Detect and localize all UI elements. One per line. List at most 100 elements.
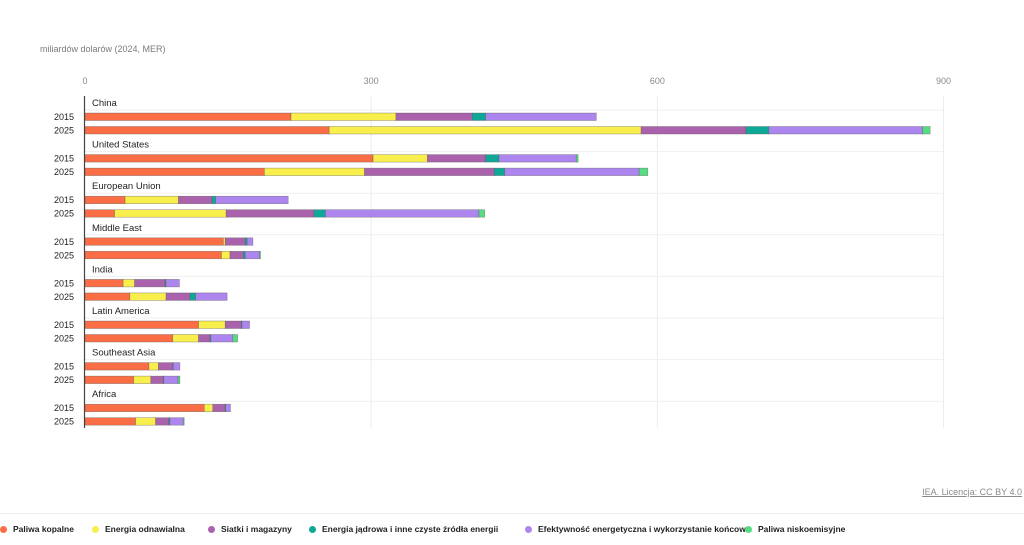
bar-segment[interactable] [124, 195, 179, 204]
year-label: 2025 [54, 209, 74, 219]
bar-segment[interactable] [224, 237, 246, 246]
bar-segment[interactable] [195, 292, 228, 301]
bar-segment[interactable] [259, 251, 261, 260]
bar-segment[interactable] [203, 403, 214, 413]
bar-segment[interactable] [177, 375, 181, 384]
bar-segment[interactable] [485, 154, 500, 163]
year-label: 2015 [54, 112, 74, 122]
bar-segment[interactable] [84, 195, 126, 204]
bar-segment[interactable] [155, 417, 170, 426]
legend-item[interactable]: Efektywność energetyczna i wykorzystanie… [525, 524, 751, 534]
legend-item[interactable]: Siatki i magazyny [208, 524, 292, 534]
bar-segment[interactable] [158, 362, 174, 371]
bar-segment[interactable] [148, 362, 159, 371]
bar-segment[interactable] [224, 320, 242, 329]
bar-segment[interactable] [84, 403, 205, 413]
bar-segment[interactable] [172, 362, 181, 371]
bar-segment[interactable] [225, 403, 231, 413]
bar-segment[interactable] [225, 209, 315, 218]
bar-segment[interactable] [215, 195, 289, 204]
bar-segment[interactable] [640, 126, 747, 135]
bar-segment[interactable] [241, 320, 250, 329]
legend-dot-icon [525, 525, 532, 533]
group-label: India [92, 264, 113, 275]
bar-segment[interactable] [922, 126, 931, 135]
bar-segment[interactable] [325, 209, 480, 218]
bar-segment[interactable] [150, 375, 164, 384]
bar-segment[interactable] [84, 167, 265, 176]
group-label: European Union [92, 181, 161, 192]
bar-segment[interactable] [478, 209, 485, 218]
bar-segment[interactable] [198, 334, 211, 343]
legend-label: Paliwa kopalne [13, 524, 74, 534]
bar-segment[interactable] [84, 292, 131, 301]
bar-segment[interactable] [84, 209, 115, 218]
bar-segment[interactable] [232, 334, 238, 343]
bar-segment[interactable] [135, 417, 156, 426]
bar-segment[interactable] [84, 279, 124, 288]
bar-segment[interactable] [498, 154, 577, 163]
bar-segment[interactable] [229, 251, 244, 260]
bar-segment[interactable] [129, 292, 167, 301]
bar-segment[interactable] [84, 417, 136, 426]
legend-item[interactable]: Paliwa niskoemisyjne [745, 524, 845, 534]
year-label: 2015 [54, 278, 74, 288]
bar-segment[interactable] [163, 375, 179, 384]
bar-segment[interactable] [84, 126, 330, 135]
bar-segment[interactable] [84, 362, 150, 371]
bar-segment[interactable] [84, 154, 374, 163]
bar-segment[interactable] [638, 167, 649, 176]
bar-segment[interactable] [189, 292, 196, 301]
year-label: 2015 [54, 362, 74, 372]
bar-segment[interactable] [364, 167, 495, 176]
bar-segment[interactable] [84, 237, 224, 246]
bar-segment[interactable] [504, 167, 640, 176]
bar-segment[interactable] [165, 292, 191, 301]
bar-segment[interactable] [178, 195, 213, 204]
bar-segment[interactable] [84, 334, 174, 343]
bar-segment[interactable] [745, 126, 770, 135]
bar-segment[interactable] [313, 209, 326, 218]
legend-item[interactable]: Energia odnawialna [92, 524, 185, 534]
bar-segment[interactable] [84, 251, 222, 260]
bar-segment[interactable] [84, 112, 292, 121]
bar-segment[interactable] [198, 320, 226, 329]
bar-segment[interactable] [134, 279, 166, 288]
bar-segment[interactable] [211, 195, 216, 204]
bar-segment[interactable] [169, 417, 184, 426]
bar-segment[interactable] [427, 154, 486, 163]
legend-dot-icon [0, 525, 7, 533]
bar-segment[interactable] [372, 154, 428, 163]
bar-segment[interactable] [575, 154, 579, 163]
bar-segment[interactable] [264, 167, 365, 176]
bar-segment[interactable] [246, 237, 254, 246]
group-label: China [92, 98, 118, 109]
bar-segment[interactable] [395, 112, 473, 121]
bar-segment[interactable] [471, 112, 486, 121]
bar-segment[interactable] [84, 320, 199, 329]
bar-segment[interactable] [290, 112, 397, 121]
bar-segment[interactable] [210, 334, 234, 343]
legend-item[interactable]: Paliwa kopalne [0, 524, 74, 534]
bar-segment[interactable] [172, 334, 199, 343]
bar-segment[interactable] [212, 403, 226, 413]
bar-segment[interactable] [84, 375, 134, 384]
source-license-link[interactable]: IEA. Licencja: CC BY 4.0 [922, 487, 1022, 497]
bar-segment[interactable] [114, 209, 227, 218]
bar-segment[interactable] [485, 112, 597, 121]
bar-segment[interactable] [122, 279, 135, 288]
bar-segment[interactable] [493, 167, 506, 176]
bar-segment[interactable] [221, 251, 231, 260]
year-label: 2025 [54, 334, 74, 344]
bar-segment[interactable] [328, 126, 642, 135]
bar-segment[interactable] [244, 251, 260, 260]
bar-segment[interactable] [133, 375, 152, 384]
bar-segment[interactable] [182, 417, 185, 426]
bar-group: Southeast Asia 2015 2025 [54, 348, 944, 385]
bar-segment[interactable] [768, 126, 923, 135]
group-label: Middle East [92, 223, 142, 234]
legend-item[interactable]: Energia jądrowa i inne czyste źródła ene… [309, 524, 498, 534]
bar-segment[interactable] [165, 279, 180, 288]
year-label: 2025 [54, 250, 74, 260]
bar-group: China 2015 2025 [54, 98, 944, 136]
